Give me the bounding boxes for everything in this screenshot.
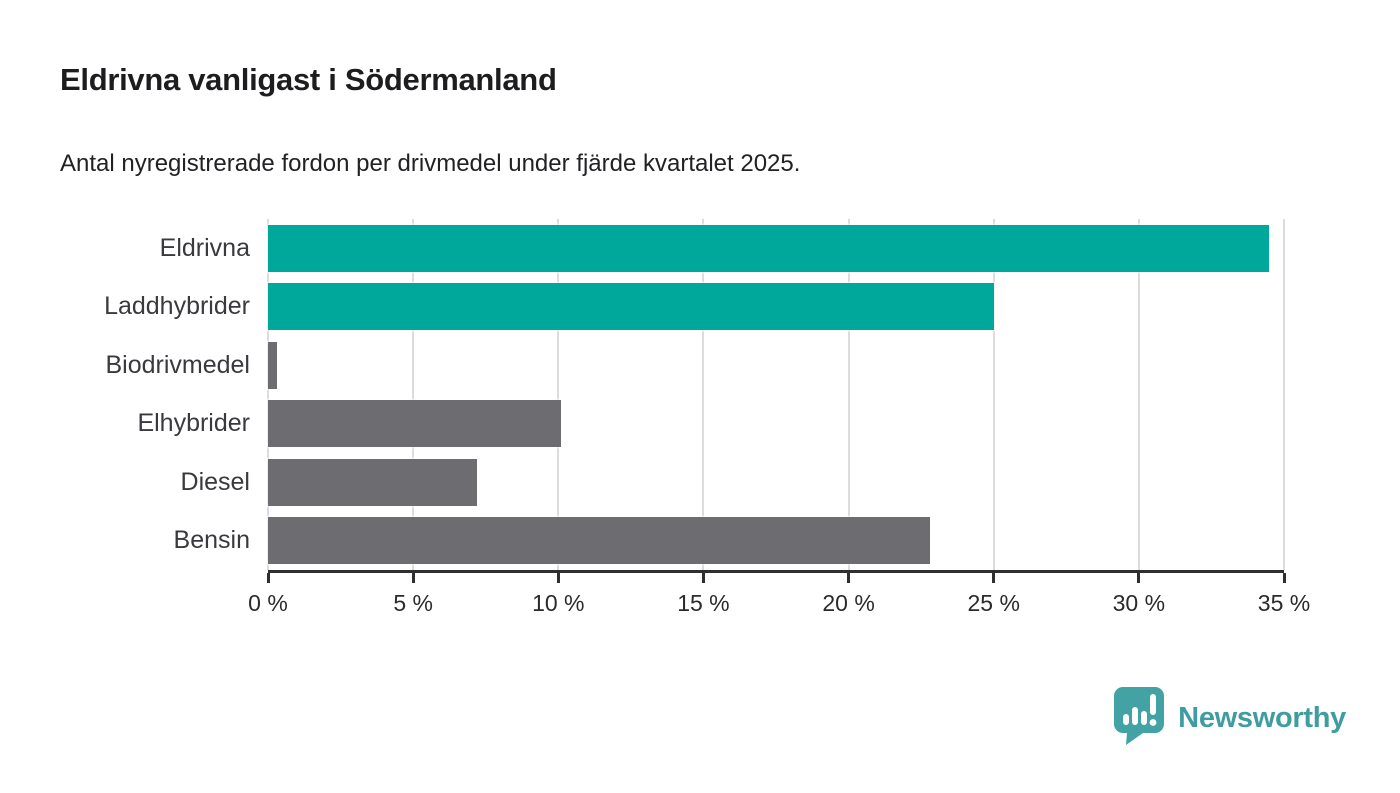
gridline (1137, 218, 1140, 570)
bar-bensin (268, 517, 930, 565)
bar-eldrivna (268, 224, 1270, 272)
page-title: Eldrivna vanligast i Södermanland (60, 62, 557, 97)
category-label: Eldrivna (159, 233, 250, 262)
category-label: Elhybrider (137, 409, 250, 438)
gridline (847, 218, 850, 570)
bar-biodrivmedel (268, 341, 277, 389)
gridline (702, 218, 705, 570)
x-axis-tick-label: 30 % (1112, 589, 1166, 616)
x-axis-tick (556, 572, 560, 583)
bar-row (268, 511, 1284, 570)
bar-row (268, 394, 1284, 453)
x-axis-tick (1137, 572, 1141, 583)
x-axis-tick-label: 5 % (393, 589, 433, 616)
gridlines (267, 218, 1285, 570)
gridline (992, 218, 995, 570)
x-axis-tick (411, 572, 415, 583)
category-label: Bensin (173, 526, 250, 555)
x-axis-tick-label: 25 % (967, 589, 1020, 616)
x-axis-tick-label: 15 % (677, 589, 730, 616)
gridline (267, 218, 269, 570)
bar-row (268, 336, 1284, 395)
x-axis-tick-label: 20 % (822, 589, 875, 616)
plot-area (267, 218, 1285, 570)
gridline (1283, 218, 1285, 570)
category-label: Laddhybrider (104, 292, 250, 321)
bar-row (268, 453, 1284, 512)
x-axis: 0 % 5 % 10 % 15 % 20 % 25 % 30 % 35 % (248, 569, 1310, 620)
bar-diesel (268, 458, 477, 506)
page-subtitle: Antal nyregistrerade fordon per drivmede… (60, 150, 801, 177)
newsworthy-logo-link[interactable]: Newsworthy (1113, 686, 1346, 751)
newsworthy-logo-icon (1113, 686, 1165, 751)
category-labels: Eldrivna Laddhybrider Biodrivmedel Elhybrid… (60, 219, 268, 570)
x-axis-tick-label: 10 % (532, 589, 585, 616)
x-axis-tick (701, 572, 705, 583)
bar-rows (268, 219, 1284, 570)
x-axis-tick-label: 0 % (248, 589, 288, 616)
bar-laddhybrider (268, 283, 994, 331)
x-axis-tick (1282, 572, 1286, 583)
speech-bubble-chart-icon (1114, 687, 1165, 745)
x-axis-tick-label: 35 % (1257, 589, 1311, 616)
bar-chart: Eldrivna Laddhybrider Biodrivmedel Elhybrid… (60, 218, 1400, 620)
category-label: Biodrivmedel (105, 350, 250, 379)
x-axis-tick (266, 572, 270, 583)
bar-elhybrider (268, 400, 562, 448)
gridline (557, 218, 560, 570)
x-axis-tick (847, 572, 851, 583)
gridline (412, 218, 415, 570)
category-label: Diesel (180, 467, 250, 496)
bar-row (268, 219, 1284, 278)
newsworthy-logo-text: Newsworthy (1178, 702, 1346, 734)
x-axis-tick (992, 572, 996, 583)
bar-row (268, 277, 1284, 336)
